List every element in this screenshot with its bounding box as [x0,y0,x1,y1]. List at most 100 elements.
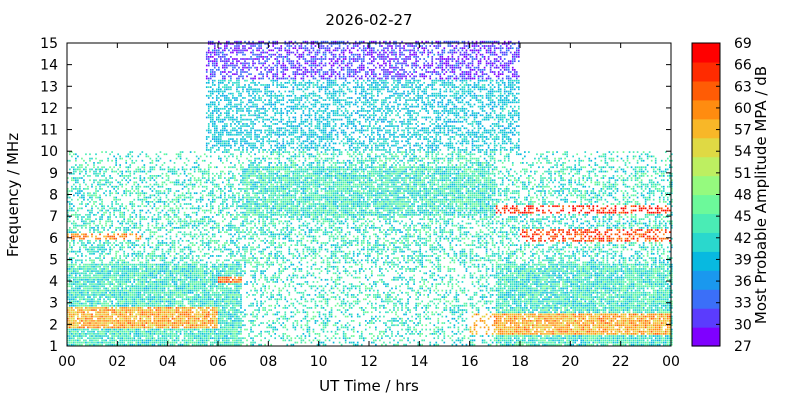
heatmap-cell [95,272,97,275]
heatmap-cell [157,335,160,337]
heatmap-cell [89,287,91,290]
heatmap-cell [193,168,196,171]
heatmap-cell [183,283,186,285]
heatmap-cell [159,337,162,340]
heatmap-cell [125,272,128,275]
heatmap-cell [218,276,220,279]
heatmap-cell [226,97,228,99]
heatmap-cell [175,200,178,203]
heatmap-cell [123,309,126,311]
heatmap-cell [131,330,134,333]
heatmap-cell [143,216,146,218]
heatmap-cell [71,291,73,294]
heatmap-cell [215,49,218,52]
heatmap-cell [131,248,134,251]
heatmap-cell [201,326,204,329]
heatmap-cell [111,270,113,272]
heatmap-cell [147,177,150,179]
heatmap-cell [107,220,109,223]
heatmap-cell [230,287,232,290]
heatmap-cell [147,341,150,344]
heatmap-cell [95,257,97,259]
heatmap-cell [187,328,190,331]
heatmap-cell [85,162,87,164]
heatmap-cell [113,343,115,346]
heatmap-cell [91,294,93,296]
heatmap-cell [213,58,216,60]
heatmap-cell [101,311,103,314]
heatmap-cell [205,287,208,290]
heatmap-cell [135,339,138,342]
heatmap-cell [119,278,121,281]
heatmap-cell [123,192,126,195]
heatmap-cell [133,242,136,244]
heatmap-cell [224,125,226,127]
heatmap-cell [117,272,119,275]
heatmap-cell [109,317,111,320]
heatmap-cell [153,175,156,177]
heatmap-cell [77,181,79,184]
heatmap-cell [83,233,85,236]
heatmap-cell [213,326,216,329]
heatmap-cell [119,313,121,316]
heatmap-cell [93,330,95,333]
heatmap-cell [129,263,132,266]
heatmap-cell [95,235,97,238]
heatmap-cell [228,276,230,279]
heatmap-cell [215,265,218,268]
heatmap-cell [75,222,77,225]
heatmap-cell [209,114,212,117]
heatmap-cell [105,311,107,314]
heatmap-cell [224,58,226,60]
heatmap-cell [121,170,124,173]
heatmap-cell [109,326,111,329]
heatmap-cell [218,229,220,231]
heatmap-cell [177,198,180,201]
heatmap-cell [99,335,101,337]
heatmap-cell [177,209,180,212]
heatmap-cell [67,270,69,272]
heatmap-cell [199,287,202,290]
heatmap-cell [95,192,97,195]
heatmap-cell [117,274,119,277]
heatmap-cell [121,339,124,342]
heatmap-cell [87,311,89,314]
heatmap-cell [203,304,206,307]
heatmap-cell [211,60,214,63]
heatmap-cell [159,309,162,311]
heatmap-cell [93,287,95,290]
heatmap-cell [157,289,160,292]
heatmap-cell [193,270,196,272]
heatmap-cell [207,166,210,169]
heatmap-cell [171,291,174,294]
heatmap-cell [87,285,89,288]
heatmap-cell [163,291,166,294]
heatmap-cell [111,322,113,324]
heatmap-cell [109,322,111,324]
heatmap-cell [151,268,154,270]
heatmap-cell [125,320,128,322]
heatmap-cell [109,330,111,333]
heatmap-cell [228,133,230,136]
heatmap-cell [75,291,77,294]
heatmap-cell [129,333,132,335]
heatmap-cell [189,330,192,333]
heatmap-cell [230,328,232,331]
heatmap-cell [131,274,134,277]
heatmap-cell [211,133,214,136]
heatmap-cell [79,239,81,242]
heatmap-cell [205,68,208,71]
heatmap-cell [121,211,124,214]
heatmap-cell [189,270,192,272]
heatmap-cell [149,231,152,234]
heatmap-cell [222,131,224,134]
heatmap-cell [151,242,154,244]
heatmap-cell [89,179,91,182]
heatmap-cell [169,328,172,331]
heatmap-cell [119,183,121,186]
heatmap-cell [77,224,79,227]
heatmap-cell [81,265,83,268]
heatmap-cell [107,229,109,231]
heatmap-cell [127,175,130,177]
heatmap-cell [191,224,194,227]
